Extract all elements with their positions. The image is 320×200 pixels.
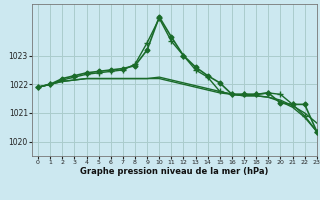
X-axis label: Graphe pression niveau de la mer (hPa): Graphe pression niveau de la mer (hPa) — [80, 167, 268, 176]
